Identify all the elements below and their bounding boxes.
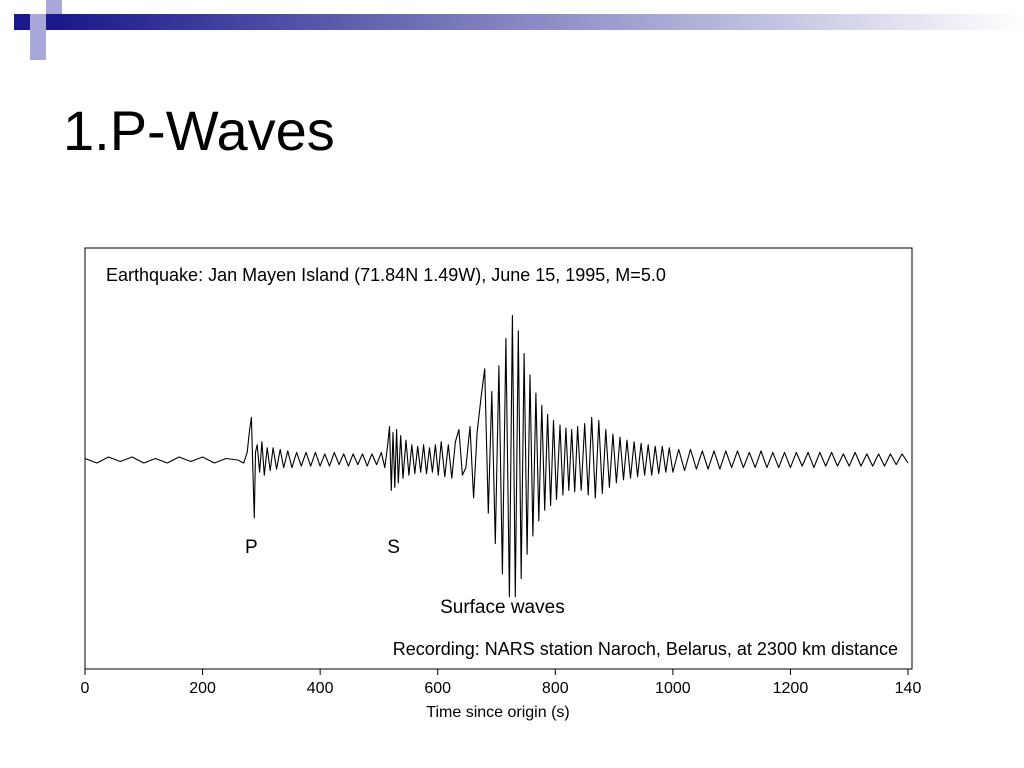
phase-annotations: P S Surface waves xyxy=(245,537,565,618)
header-square-dark-2 xyxy=(46,14,62,30)
chart-caption: Recording: NARS station Naroch, Belarus,… xyxy=(393,639,898,659)
seismogram-trace xyxy=(84,315,909,598)
header-square-light-1 xyxy=(30,14,46,30)
x-tick-label: 140 xyxy=(895,680,922,697)
x-axis-label: Time since origin (s) xyxy=(426,704,569,721)
header-square-light-4 xyxy=(30,46,46,60)
annotation-p: P xyxy=(245,537,258,558)
header-gradient-bar xyxy=(62,14,1024,30)
x-tick-label: 400 xyxy=(307,680,334,697)
slide-title: 1.P-Waves xyxy=(63,99,335,162)
x-tick-label: 200 xyxy=(189,680,216,697)
annotation-s: S xyxy=(387,537,400,558)
x-tick-label: 0 xyxy=(81,680,90,697)
x-tick-label: 1200 xyxy=(773,680,809,697)
x-tick-label: 1000 xyxy=(655,680,691,697)
header-decoration xyxy=(14,0,1024,60)
x-tick-label: 600 xyxy=(424,680,451,697)
header-square-dark-1 xyxy=(14,14,30,30)
seismogram-series-1 xyxy=(84,315,909,598)
x-tick-label: 800 xyxy=(542,680,569,697)
header-square-light-3 xyxy=(30,30,46,46)
header-square-light-2 xyxy=(46,0,62,14)
x-axis-ticks: 0 200 400 600 800 1000 1200 140 xyxy=(81,669,922,697)
annotation-surface-waves: Surface waves xyxy=(440,597,565,618)
chart-title: Earthquake: Jan Mayen Island (71.84N 1.4… xyxy=(106,265,666,285)
